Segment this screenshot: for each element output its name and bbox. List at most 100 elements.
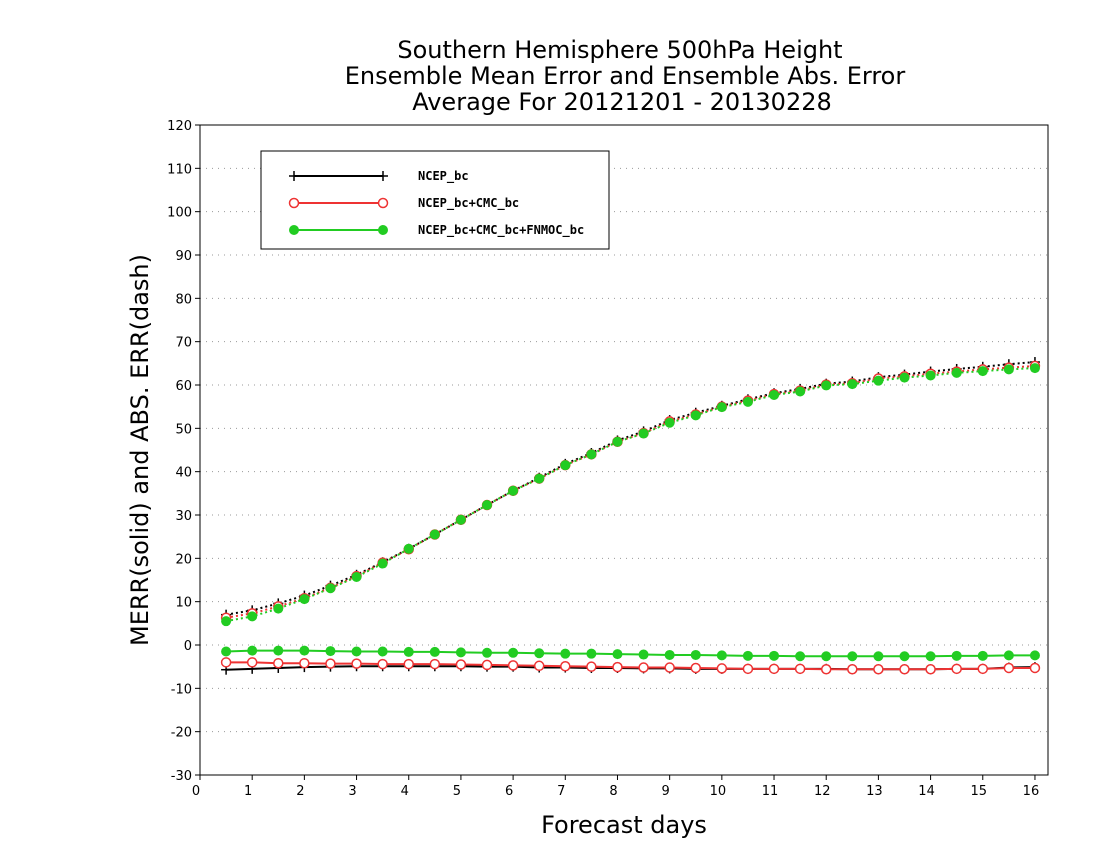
abs-err-point: [769, 389, 780, 400]
x-tick-label: 14: [918, 784, 935, 799]
merr-point: [899, 651, 910, 662]
abs-err-point: [508, 485, 519, 496]
y-tick-label: 120: [167, 119, 192, 134]
merr-point: [299, 657, 310, 669]
merr-point: [873, 651, 884, 662]
abs-err-point: [221, 616, 232, 627]
abs-err-line-1: [225, 364, 1036, 619]
merr-point: [795, 651, 806, 662]
merr-point: [690, 662, 702, 674]
abs-err-point: [977, 366, 988, 377]
merr-point: [325, 658, 336, 669]
merr-point: [821, 651, 832, 662]
merr-point: [612, 649, 623, 660]
merr-point: [377, 646, 388, 657]
abs-err-point: [429, 529, 440, 540]
abs-err-point: [951, 367, 962, 378]
y-tick-label: -30: [171, 769, 192, 784]
chart-title: Southern Hemisphere 500hPa Height Ensemb…: [345, 36, 906, 116]
merr-point: [1029, 662, 1041, 674]
abs-err-point: [299, 594, 310, 605]
merr-point: [977, 650, 988, 661]
y-tick-label: 10: [175, 596, 192, 611]
merr-point: [768, 663, 780, 675]
x-tick-label: 6: [505, 784, 513, 799]
legend-marker: [289, 171, 299, 181]
legend-marker: [377, 197, 389, 209]
merr-point: [403, 658, 414, 670]
merr-point: [377, 658, 388, 670]
legend-marker: [288, 197, 300, 209]
abs-err-point: [325, 583, 336, 594]
abs-err-point: [351, 571, 362, 582]
abs-err-point: [455, 514, 466, 525]
series-2: [221, 363, 1040, 662]
x-tick-label: 2: [296, 784, 304, 799]
merr-point: [455, 659, 467, 670]
merr-point: [351, 646, 362, 657]
merr-point: [690, 649, 701, 660]
x-tick-label: 15: [970, 784, 987, 799]
merr-point: [873, 664, 884, 675]
legend-marker: [378, 171, 388, 181]
chart-title-line-1: Southern Hemisphere 500hPa Height: [397, 36, 842, 64]
merr-line-2: [226, 649, 1035, 658]
legend-label: NCEP_bc+CMC_bc: [418, 196, 519, 211]
merr-point: [925, 664, 936, 675]
merr-point: [534, 648, 545, 659]
grid-lines: [200, 167, 1048, 733]
legend-item: NCEP_bc+CMC_bc: [288, 196, 519, 211]
abs-err-point: [534, 473, 545, 484]
abs-err-point: [403, 543, 414, 554]
merr-point: [325, 646, 336, 657]
x-tick-label: 8: [609, 784, 617, 799]
x-tick-label: 11: [762, 784, 779, 799]
merr-point: [794, 663, 806, 675]
merr-point: [820, 664, 832, 675]
y-tick-label: -10: [171, 682, 192, 697]
merr-point: [586, 661, 597, 672]
abs-err-point: [586, 449, 597, 460]
merr-point: [716, 650, 727, 661]
abs-err-point: [690, 410, 701, 421]
merr-point: [299, 645, 310, 656]
y-tick-label: 80: [175, 292, 192, 307]
data-series: [220, 357, 1041, 675]
merr-point: [403, 646, 414, 657]
merr-point: [247, 645, 258, 656]
x-tick-label: 4: [401, 784, 409, 799]
abs-err-point: [873, 375, 884, 386]
merr-point: [221, 646, 232, 657]
legend-item: NCEP_bc: [289, 169, 469, 184]
series-1: [220, 360, 1041, 675]
x-axis-label: Forecast days: [541, 811, 707, 839]
merr-point: [533, 660, 545, 672]
y-tick-label: 20: [175, 552, 192, 567]
merr-point: [508, 647, 519, 658]
abs-err-point: [482, 500, 493, 511]
merr-point: [1003, 662, 1015, 674]
merr-point: [925, 651, 936, 662]
merr-point: [1029, 650, 1040, 661]
abs-err-point: [716, 402, 727, 413]
abs-err-point: [273, 603, 284, 614]
abs-err-point: [1029, 363, 1040, 374]
merr-point: [273, 645, 284, 656]
x-tick-label: 12: [814, 784, 831, 799]
abs-err-line-2: [225, 367, 1036, 623]
merr-point: [612, 661, 623, 673]
x-tick-label: 5: [453, 784, 461, 799]
merr-point: [977, 663, 989, 675]
merr-point: [481, 659, 493, 671]
merr-point: [351, 658, 362, 669]
merr-point: [638, 649, 649, 660]
merr-point: [586, 648, 597, 659]
y-tick-label: 0: [184, 639, 192, 654]
merr-point: [769, 650, 780, 661]
plot-frame: [199, 124, 1049, 776]
x-tick-label: 9: [662, 784, 670, 799]
x-tick-label: 1: [244, 784, 252, 799]
merr-point: [560, 648, 571, 659]
